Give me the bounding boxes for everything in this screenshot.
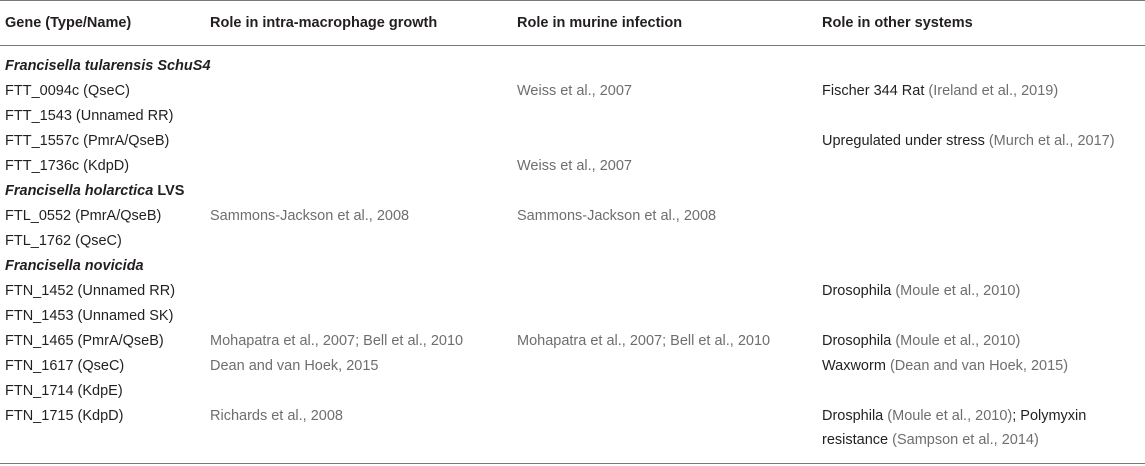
macrophage-cell — [210, 104, 517, 129]
other-cell: Upregulated under stress (Murch et al., … — [822, 129, 1145, 154]
other-cell: Waxworm (Dean and van Hoek, 2015) — [822, 354, 1145, 379]
header-row: Gene (Type/Name) Role in intra-macrophag… — [0, 0, 1145, 45]
header-murine: Role in murine infection — [517, 14, 683, 31]
macrophage-cell — [210, 304, 517, 329]
other-ref: (Murch et al., 2017) — [988, 133, 1115, 149]
header-other: Role in other systems — [822, 14, 973, 31]
other-ref: (Moule et al., 2010) — [887, 408, 1013, 424]
gene-cell: FTT_0094c (QseC) — [5, 83, 130, 99]
table-row: FTN_1452 (Unnamed RR) Drosophila (Moule … — [0, 279, 1145, 304]
murine-cell: Weiss et al., 2007 — [517, 83, 632, 99]
other-ref: (Moule et al., 2010) — [895, 283, 1021, 299]
section-title: Francisella holarctica — [5, 183, 154, 199]
gene-table: Gene (Type/Name) Role in intra-macrophag… — [0, 0, 1145, 452]
table-row: FTT_1557c (PmrA/QseB) Upregulated under … — [0, 129, 1145, 154]
murine-cell — [517, 304, 822, 329]
gene-cell: FTN_1452 (Unnamed RR) — [5, 283, 176, 299]
section-row: Francisella holarctica LVS — [0, 179, 1145, 204]
gene-cell: FTN_1617 (QseC) — [5, 358, 125, 374]
other-cell — [822, 229, 1145, 254]
macrophage-cell — [210, 229, 517, 254]
macrophage-cell: Mohapatra et al., 2007; Bell et al., 201… — [210, 333, 464, 349]
other-ref: (Ireland et al., 2019) — [928, 83, 1059, 99]
table-row: FTN_1714 (KdpE) — [0, 379, 1145, 404]
other-cell: Fischer 344 Rat (Ireland et al., 2019) — [822, 79, 1145, 104]
other-text: resistance — [822, 432, 893, 448]
other-cell: Drosophila (Moule et al., 2010) — [822, 329, 1145, 354]
other-cell — [822, 204, 1145, 229]
header-macrophage: Role in intra-macrophage growth — [210, 14, 438, 31]
section-title: Francisella tularensis SchuS4 — [5, 58, 211, 74]
murine-cell — [517, 379, 822, 404]
murine-cell — [517, 229, 822, 254]
section-row: Francisella tularensis SchuS4 — [0, 54, 1145, 79]
gene-cell: FTT_1736c (KdpD) — [5, 158, 130, 174]
gene-cell: FTL_0552 (PmrA/QseB) — [5, 208, 162, 224]
other-cell — [822, 104, 1145, 129]
murine-cell — [517, 404, 822, 452]
table-row: FTL_0552 (PmrA/QseB) Sammons-Jackson et … — [0, 204, 1145, 229]
gene-cell: FTT_1557c (PmrA/QseB) — [5, 133, 170, 149]
macrophage-cell — [210, 129, 517, 154]
table-header-rule — [0, 45, 1145, 46]
table-row: FTT_0094c (QseC) Weiss et al., 2007 Fisc… — [0, 79, 1145, 104]
other-ref: (Dean and van Hoek, 2015) — [889, 358, 1069, 374]
gene-cell: FTN_1453 (Unnamed SK) — [5, 308, 174, 324]
murine-cell — [517, 354, 822, 379]
table-bottom-rule — [0, 463, 1145, 464]
header-gene: Gene (Type/Name) — [5, 14, 132, 31]
other-text: ; Polymyxin — [1012, 408, 1087, 424]
other-text: Drosophila — [822, 283, 896, 299]
gene-cell: FTN_1465 (PmrA/QseB) — [5, 333, 164, 349]
macrophage-cell — [210, 379, 517, 404]
macrophage-cell: Sammons-Jackson et al., 2008 — [210, 208, 410, 224]
other-text: Drosphila — [822, 408, 888, 424]
table-row: FTT_1736c (KdpD) Weiss et al., 2007 — [0, 154, 1145, 179]
other-text: Upregulated under stress — [822, 133, 989, 149]
table-row: FTL_1762 (QseC) — [0, 229, 1145, 254]
gene-cell: FTN_1715 (KdpD) — [5, 408, 124, 424]
other-cell: Drosophila (Moule et al., 2010) — [822, 279, 1145, 304]
other-ref: (Sampson et al., 2014) — [892, 432, 1039, 448]
table-row: FTN_1453 (Unnamed SK) — [0, 304, 1145, 329]
gene-cell: FTN_1714 (KdpE) — [5, 383, 123, 399]
other-ref: (Moule et al., 2010) — [895, 333, 1021, 349]
other-cell: Drosphila (Moule et al., 2010); Polymyxi… — [822, 404, 1145, 452]
macrophage-cell — [210, 279, 517, 304]
table-row: FTN_1715 (KdpD) Richards et al., 2008 Dr… — [0, 404, 1145, 452]
other-cell — [822, 379, 1145, 404]
section-title: Francisella novicida — [5, 258, 144, 274]
table-row: FTT_1543 (Unnamed RR) — [0, 104, 1145, 129]
macrophage-cell: Dean and van Hoek, 2015 — [210, 358, 379, 374]
murine-cell — [517, 129, 822, 154]
murine-cell — [517, 104, 822, 129]
table-top-rule — [0, 0, 1145, 1]
murine-cell: Weiss et al., 2007 — [517, 158, 632, 174]
other-text: Waxworm — [822, 358, 890, 374]
murine-cell: Sammons-Jackson et al., 2008 — [517, 208, 717, 224]
macrophage-cell: Richards et al., 2008 — [210, 408, 343, 424]
macrophage-cell — [210, 79, 517, 104]
other-cell — [822, 304, 1145, 329]
murine-cell — [517, 279, 822, 304]
murine-cell: Mohapatra et al., 2007; Bell et al., 201… — [517, 333, 771, 349]
macrophage-cell — [210, 154, 517, 179]
other-cell — [822, 154, 1145, 179]
table-row: FTN_1465 (PmrA/QseB) Mohapatra et al., 2… — [0, 329, 1145, 354]
other-text: Fischer 344 Rat — [822, 83, 929, 99]
section-row: Francisella novicida — [0, 254, 1145, 279]
gene-cell: FTT_1543 (Unnamed RR) — [5, 108, 174, 124]
section-title-suffix: LVS — [153, 183, 185, 199]
table-row: FTN_1617 (QseC) Dean and van Hoek, 2015 … — [0, 354, 1145, 379]
gene-cell: FTL_1762 (QseC) — [5, 233, 122, 249]
other-text: Drosophila — [822, 333, 896, 349]
